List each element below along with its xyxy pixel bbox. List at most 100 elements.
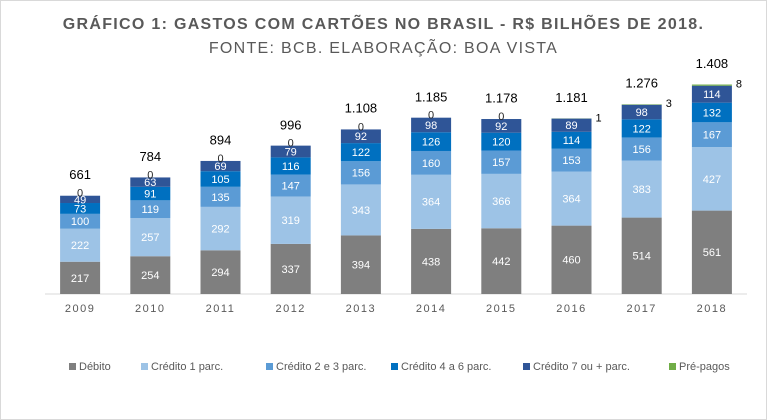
bar-segment [551, 148, 592, 172]
data-label: 394 [352, 260, 370, 272]
bar-segment [270, 157, 311, 175]
bar-segment [411, 132, 452, 151]
data-label: 257 [141, 232, 159, 244]
data-label: 63 [144, 177, 156, 189]
data-label: 147 [282, 180, 300, 192]
bar-segment [200, 171, 241, 187]
chart-title: GRÁFICO 1: GASTOS COM CARTÕES NO BRASIL … [62, 16, 705, 33]
x-tick-label: 2010 [135, 303, 165, 315]
x-tick-label: 2011 [206, 303, 236, 315]
data-label: 92 [355, 131, 367, 143]
bar-segment [691, 122, 732, 148]
data-label: 153 [562, 155, 580, 167]
data-label: 319 [282, 215, 300, 227]
data-label: 79 [285, 146, 297, 158]
data-label: 3 [666, 98, 672, 110]
data-label: 98 [636, 107, 648, 119]
legend-swatch [669, 363, 676, 370]
x-tick-label: 2017 [626, 303, 656, 315]
data-label: 92 [495, 121, 507, 133]
legend-label: Pré-pagos [679, 361, 730, 373]
data-label: 254 [141, 270, 159, 282]
bar-segment [60, 195, 101, 204]
total-label: 1.108 [345, 101, 378, 116]
data-label: 122 [633, 123, 651, 135]
data-label: 156 [633, 144, 651, 156]
legend-label: Crédito 7 ou + parc. [533, 361, 630, 373]
data-label: 73 [74, 203, 86, 215]
bar-segment [200, 186, 241, 207]
data-label: 167 [703, 130, 721, 142]
data-label: 383 [633, 184, 651, 196]
bar-segment [621, 119, 662, 138]
legend-label: Crédito 4 a 6 parc. [401, 361, 492, 373]
bar-segment [130, 256, 171, 294]
bar-segment [130, 186, 171, 201]
bar-segment [200, 206, 241, 251]
legend-swatch [391, 363, 398, 370]
bar-segment [340, 129, 381, 144]
bar-segment [621, 104, 662, 120]
data-label: 132 [703, 107, 721, 119]
data-label: 126 [422, 137, 440, 149]
total-label: 1.408 [696, 56, 729, 71]
total-label: 1.185 [415, 89, 448, 104]
bar-segment [130, 200, 171, 219]
chart-heading: GRÁFICO 1: GASTOS COM CARTÕES NO BRASIL … [61, 13, 706, 61]
data-label: 0 [77, 188, 83, 200]
bar-segment [340, 161, 381, 185]
bar-segment [60, 261, 101, 294]
bar-segment [411, 150, 452, 175]
data-label: 122 [352, 147, 370, 159]
data-label: 366 [492, 196, 510, 208]
data-label: 294 [211, 267, 229, 279]
bar-segment [691, 147, 732, 211]
bar-segment [200, 160, 241, 172]
bar-segment [551, 225, 592, 294]
bar-segment [340, 143, 381, 162]
data-label: 156 [352, 168, 370, 180]
data-label: 135 [211, 192, 229, 204]
data-label: 217 [71, 273, 89, 285]
legend-label: Débito [79, 361, 111, 373]
x-tick-label: 2009 [65, 303, 95, 315]
legend-swatch [266, 363, 273, 370]
data-label: 49 [74, 194, 86, 206]
data-label: 222 [71, 240, 89, 252]
bar-segment [270, 145, 311, 158]
data-label: 157 [492, 157, 510, 169]
legend-swatch [523, 363, 530, 370]
total-label: 996 [280, 117, 302, 132]
data-label: 0 [428, 110, 434, 122]
x-tick-label: 2018 [697, 303, 727, 315]
bar-segment [340, 184, 381, 236]
data-label: 427 [703, 174, 721, 186]
data-label: 561 [703, 247, 721, 259]
bar-segment [130, 218, 171, 257]
bar-segment [691, 210, 732, 294]
total-label: 1.276 [625, 76, 658, 91]
bar-segment [411, 117, 452, 133]
bar-segment [621, 217, 662, 294]
data-label: 514 [633, 251, 651, 263]
x-tick-label: 2016 [556, 303, 586, 315]
data-label: 0 [217, 153, 223, 165]
x-tick-label: 2014 [416, 303, 446, 315]
bar-segment [411, 228, 452, 294]
data-label: 114 [563, 135, 581, 147]
data-label: 160 [422, 158, 440, 170]
bar-segment [481, 173, 522, 229]
legend-swatch [141, 363, 148, 370]
total-label: 784 [139, 149, 161, 164]
data-label: 442 [492, 256, 510, 268]
bar-segment [551, 118, 592, 132]
bar-segment [411, 174, 452, 229]
data-label: 438 [422, 256, 440, 268]
data-label: 91 [144, 188, 156, 200]
data-label: 116 [282, 161, 300, 173]
bar-segment [691, 84, 732, 86]
bar-segment [621, 137, 662, 161]
total-label: 1.181 [555, 90, 588, 105]
